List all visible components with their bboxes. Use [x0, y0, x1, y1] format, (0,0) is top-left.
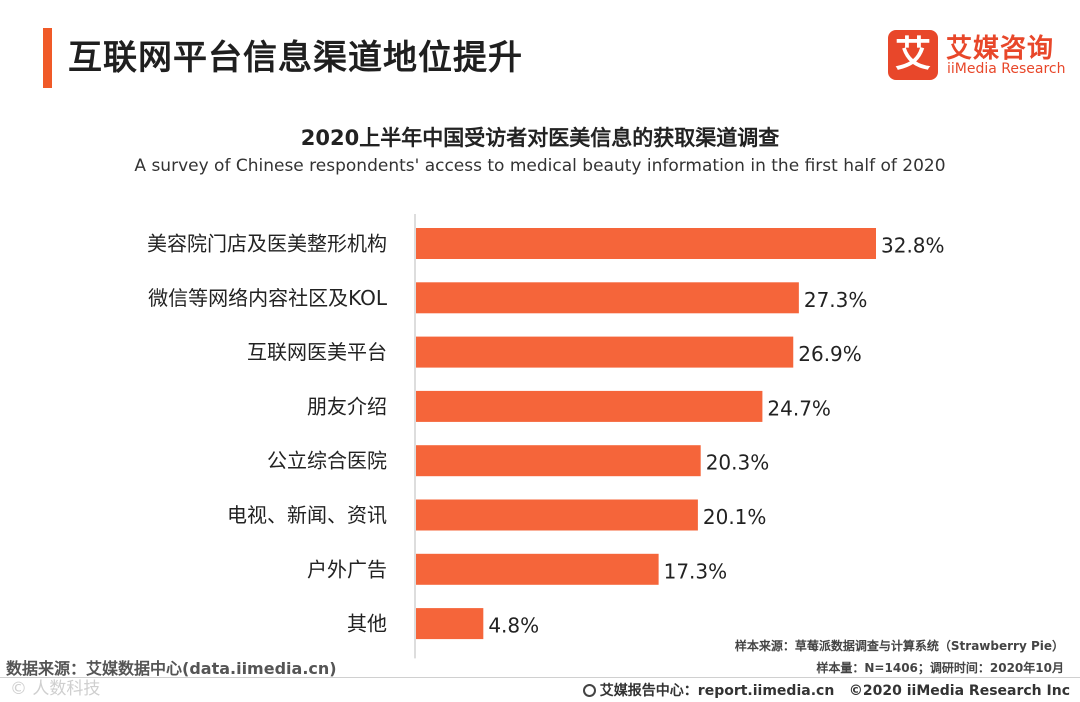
data-source: 数据来源：艾媒数据中心(data.iimedia.cn) [6, 659, 337, 678]
globe-icon [582, 684, 596, 697]
title-accent-bar [43, 28, 52, 88]
bar-1 [416, 282, 799, 314]
value-label-2: 26.9% [798, 342, 862, 366]
report-center-link[interactable]: 艾媒报告中心：report.iimedia.cn [599, 683, 835, 699]
category-label-1: 微信等网络内容社区及KOL [148, 286, 388, 310]
watermark: © 人数科技 [10, 679, 101, 699]
chart-subtitle: A survey of Chinese respondents' access … [134, 156, 946, 176]
value-label-4: 20.3% [706, 451, 770, 475]
chart-title: 2020上半年中国受访者对医美信息的获取渠道调查 [300, 126, 780, 150]
iimedia-logo[interactable]: 艾 艾媒咨询 iiMedia Research [888, 30, 1068, 82]
bar-3 [416, 390, 763, 422]
category-label-3: 朋友介绍 [307, 394, 387, 418]
value-label-7: 4.8% [488, 614, 539, 638]
bar-7 [416, 608, 484, 640]
value-label-0: 32.8% [881, 234, 945, 258]
bar-0 [416, 228, 876, 259]
bar-2 [416, 336, 794, 368]
value-label-5: 20.1% [703, 505, 767, 529]
value-label-3: 24.7% [767, 396, 831, 420]
sample-size-note: 样本量：N=1406；调研时间：2020年10月 [816, 661, 1064, 675]
logo-chinese-name: 艾媒咨询 [946, 34, 1055, 64]
logo-badge-icon: 艾 [888, 30, 938, 80]
page-title: 互联网平台信息渠道地位提升 [68, 38, 523, 78]
copyright: ©2020 iiMedia Research Inc [848, 683, 1070, 699]
logo-english-name: iiMedia Research [947, 61, 1066, 77]
category-label-2: 互联网医美平台 [247, 340, 387, 364]
bar-6 [416, 553, 659, 585]
bar-4 [416, 445, 701, 477]
value-label-6: 17.3% [664, 559, 728, 583]
value-label-1: 27.3% [804, 288, 868, 312]
category-label-6: 户外广告 [307, 557, 387, 581]
footer: 艾媒报告中心：report.iimedia.cn ©2020 iiMedia R… [582, 680, 1070, 700]
sample-source-note: 样本来源：草莓派数据调查与计算系统（Strawberry Pie） [734, 639, 1064, 653]
category-label-7: 其他 [347, 612, 387, 636]
category-label-5: 电视、新闻、资讯 [227, 503, 387, 527]
bar-5 [416, 499, 698, 531]
category-label-4: 公立综合医院 [267, 449, 387, 473]
footer-divider [0, 677, 1080, 678]
category-label-0: 美容院门店及医美整形机构 [147, 232, 387, 256]
